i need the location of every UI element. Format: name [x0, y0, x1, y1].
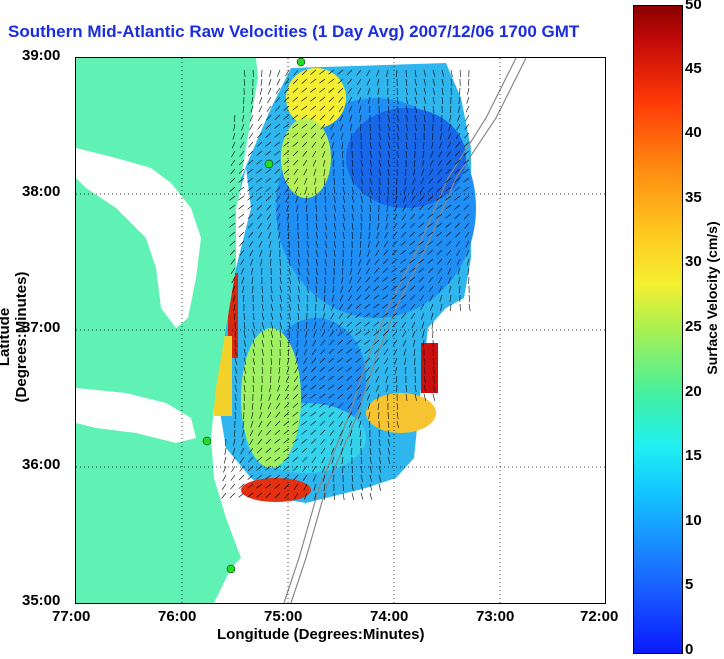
- x-tick: 75:00: [264, 608, 303, 625]
- colorbar-tick: 45: [685, 60, 702, 77]
- colorbar-tick: 50: [685, 0, 702, 13]
- colorbar-tick: 30: [685, 253, 702, 270]
- colorbar-tick: 5: [685, 576, 694, 593]
- station-marker: [202, 436, 212, 446]
- colorbar-tick: 15: [685, 447, 702, 464]
- x-tick: 72:00: [580, 608, 619, 625]
- colorbar-label: Surface Velocity (cm/s): [704, 221, 720, 375]
- colorbar-tick: 40: [685, 124, 702, 141]
- colorbar: [633, 5, 683, 654]
- y-tick: 35:00: [22, 592, 61, 609]
- colorbar-tick: 35: [685, 189, 702, 206]
- y-tick: 36:00: [22, 456, 61, 473]
- y-tick: 38:00: [22, 183, 61, 200]
- x-tick: 77:00: [52, 608, 91, 625]
- y-tick: 39:00: [22, 47, 61, 64]
- station-marker: [264, 159, 274, 169]
- x-tick: 73:00: [476, 608, 515, 625]
- x-tick: 74:00: [370, 608, 409, 625]
- colorbar-tick: 10: [685, 512, 702, 529]
- station-marker: [296, 58, 306, 67]
- colorbar-tick: 25: [685, 318, 702, 335]
- x-axis-label: Longitude (Degrees:Minutes): [217, 626, 425, 643]
- y-tick: 37:00: [22, 319, 61, 336]
- colorbar-tick: 0: [685, 641, 694, 658]
- chesapeake-bay: [76, 148, 201, 328]
- map-title: Southern Mid-Atlantic Raw Velocities (1 …: [8, 22, 580, 41]
- station-marker: [226, 564, 236, 574]
- x-tick: 76:00: [158, 608, 197, 625]
- y-axis-label: Latitude (Degrees:Minutes): [0, 271, 30, 403]
- colorbar-tick: 20: [685, 383, 702, 400]
- velocity-map: [75, 57, 606, 604]
- map-canvas: [76, 58, 605, 603]
